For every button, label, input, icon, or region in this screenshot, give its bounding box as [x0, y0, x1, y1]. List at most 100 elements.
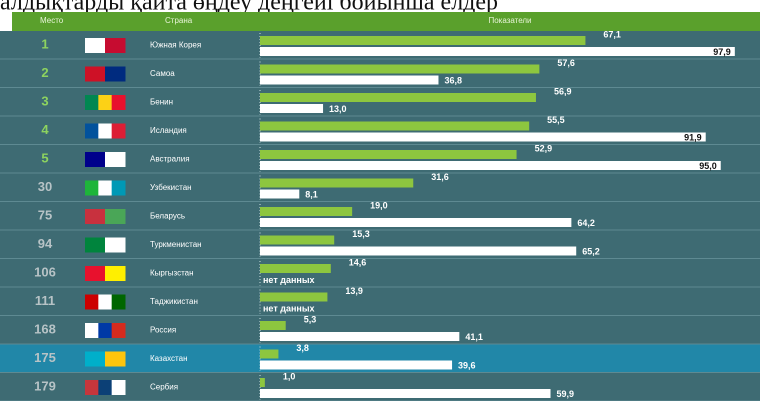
- value-label: 59,9: [557, 389, 575, 399]
- value-label: 64,2: [577, 218, 595, 228]
- bar: [260, 246, 577, 256]
- bar: [260, 132, 706, 142]
- rank: 94: [38, 236, 53, 251]
- flag-stripe: [98, 123, 113, 139]
- flag-stripe: [85, 66, 106, 82]
- value-label: 5,3: [304, 314, 317, 324]
- column-header: Показатели: [488, 16, 531, 25]
- flag-stripe: [105, 152, 126, 167]
- flag-stripe: [85, 237, 106, 253]
- rank: 168: [34, 322, 56, 337]
- flag-stripe: [98, 323, 113, 338]
- rank: 2: [41, 65, 48, 80]
- flag-stripe: [85, 266, 106, 281]
- rank: 30: [38, 179, 52, 194]
- flag-stripe: [85, 95, 99, 110]
- bar: [260, 218, 572, 227]
- bar: [260, 389, 551, 398]
- bar: [260, 332, 460, 341]
- rank: 111: [35, 293, 55, 308]
- bar: [260, 264, 331, 273]
- value-label: 65,2: [582, 246, 600, 256]
- value-label: 3,8: [296, 343, 309, 353]
- rank: 5: [41, 151, 48, 166]
- flag-stripe: [111, 323, 126, 338]
- column-header: Страна: [165, 16, 193, 25]
- flag-stripe: [111, 294, 126, 310]
- flag-stripe: [111, 180, 126, 196]
- country: Россия: [150, 325, 176, 334]
- rank: 4: [41, 122, 49, 137]
- country: Исландия: [150, 126, 187, 135]
- value-label: нет данных: [263, 275, 315, 285]
- bar: [260, 321, 286, 330]
- country: Самоа: [150, 69, 175, 78]
- caption-band: [0, 0, 760, 12]
- bar: [260, 36, 586, 45]
- bar: [260, 378, 265, 387]
- value-label: нет данных: [263, 303, 315, 313]
- value-label: 15,3: [352, 229, 370, 239]
- flag-stripe: [85, 180, 99, 196]
- flag-stripe: [85, 209, 106, 224]
- rank: 175: [34, 350, 56, 365]
- value-label: 14,6: [349, 257, 367, 267]
- value-label: 91,9: [684, 132, 702, 142]
- value-label: 55,5: [547, 115, 565, 125]
- rank: 179: [34, 379, 56, 394]
- country: Казахстан: [150, 354, 188, 363]
- country: Бенин: [150, 97, 173, 106]
- flag-stripe: [98, 95, 113, 110]
- flag-stripe: [85, 294, 99, 310]
- bar: [260, 161, 721, 170]
- country: Сербия: [150, 382, 178, 391]
- flag-stripe: [105, 66, 126, 82]
- column-header: Место: [40, 16, 64, 25]
- value-label: 31,6: [431, 172, 449, 182]
- value-label: 95,0: [699, 161, 717, 171]
- bar: [260, 292, 328, 302]
- flag-stripe: [105, 351, 126, 367]
- bar: [260, 349, 279, 359]
- country: Туркменистан: [150, 240, 202, 249]
- value-label: 13,0: [329, 104, 347, 114]
- rank: 106: [34, 265, 56, 280]
- rank: 1: [41, 37, 48, 52]
- row: [0, 287, 760, 315]
- value-label: 8,1: [305, 189, 318, 199]
- flag-stripe: [85, 380, 99, 395]
- flag-stripe: [85, 323, 99, 338]
- value-label: 39,6: [458, 360, 476, 370]
- country: Южная Корея: [150, 40, 201, 49]
- flag-stripe: [111, 95, 126, 110]
- value-label: 13,9: [345, 286, 363, 296]
- flag-stripe: [85, 351, 106, 367]
- country: Узбекистан: [150, 183, 192, 192]
- flag-stripe: [111, 123, 126, 139]
- rank: 3: [41, 94, 48, 109]
- bar: [260, 47, 735, 56]
- value-label: 52,9: [535, 143, 553, 153]
- bar: [260, 235, 335, 245]
- flag-stripe: [105, 209, 126, 224]
- flag-stripe: [98, 180, 113, 196]
- value-label: 1,0: [283, 371, 296, 381]
- bar: [260, 150, 517, 159]
- bar: [260, 64, 540, 74]
- row: [0, 259, 760, 287]
- country: Беларусь: [150, 211, 185, 220]
- rank: 75: [38, 208, 52, 223]
- value-label: 36,8: [444, 75, 462, 85]
- country: Кыргызстан: [150, 268, 194, 277]
- flag-stripe: [85, 152, 106, 167]
- flag-stripe: [85, 38, 106, 53]
- value-label: 97,9: [713, 47, 731, 57]
- bar: [260, 207, 353, 216]
- header-band: [12, 12, 760, 31]
- value-label: 41,1: [465, 332, 483, 342]
- flag-stripe: [85, 123, 99, 139]
- flag-stripe: [105, 266, 126, 281]
- flag-stripe: [98, 294, 113, 310]
- flag-stripe: [105, 38, 126, 53]
